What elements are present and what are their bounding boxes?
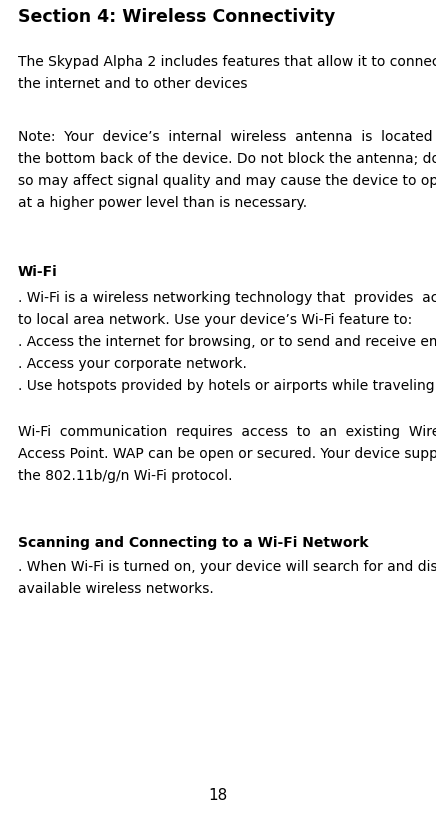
- Text: at a higher power level than is necessary.: at a higher power level than is necessar…: [18, 196, 307, 210]
- Text: Note:  Your  device’s  internal  wireless  antenna  is  located  along: Note: Your device’s internal wireless an…: [18, 130, 436, 144]
- Text: . Use hotspots provided by hotels or airports while traveling.: . Use hotspots provided by hotels or air…: [18, 379, 436, 393]
- Text: . Access your corporate network.: . Access your corporate network.: [18, 357, 247, 371]
- Text: Scanning and Connecting to a Wi-Fi Network: Scanning and Connecting to a Wi-Fi Netwo…: [18, 536, 368, 550]
- Text: the 802.11b/g/n Wi-Fi protocol.: the 802.11b/g/n Wi-Fi protocol.: [18, 469, 232, 483]
- Text: the bottom back of the device. Do not block the antenna; doing: the bottom back of the device. Do not bl…: [18, 152, 436, 166]
- Text: available wireless networks.: available wireless networks.: [18, 582, 214, 596]
- Text: to local area network. Use your device’s Wi-Fi feature to:: to local area network. Use your device’s…: [18, 313, 412, 327]
- Text: Section 4: Wireless Connectivity: Section 4: Wireless Connectivity: [18, 8, 335, 26]
- Text: Wi-Fi  communication  requires  access  to  an  existing  Wireless: Wi-Fi communication requires access to a…: [18, 425, 436, 439]
- Text: . When Wi-Fi is turned on, your device will search for and display: . When Wi-Fi is turned on, your device w…: [18, 560, 436, 574]
- Text: . Wi-Fi is a wireless networking technology that  provides  access: . Wi-Fi is a wireless networking technol…: [18, 291, 436, 305]
- Text: Wi-Fi: Wi-Fi: [18, 265, 58, 279]
- Text: Access Point. WAP can be open or secured. Your device supports: Access Point. WAP can be open or secured…: [18, 447, 436, 461]
- Text: The Skypad Alpha 2 includes features that allow it to connect to: The Skypad Alpha 2 includes features tha…: [18, 55, 436, 69]
- Text: . Access the internet for browsing, or to send and receive email.: . Access the internet for browsing, or t…: [18, 335, 436, 349]
- Text: 18: 18: [208, 788, 228, 803]
- Text: so may affect signal quality and may cause the device to operate: so may affect signal quality and may cau…: [18, 174, 436, 188]
- Text: the internet and to other devices: the internet and to other devices: [18, 77, 248, 91]
